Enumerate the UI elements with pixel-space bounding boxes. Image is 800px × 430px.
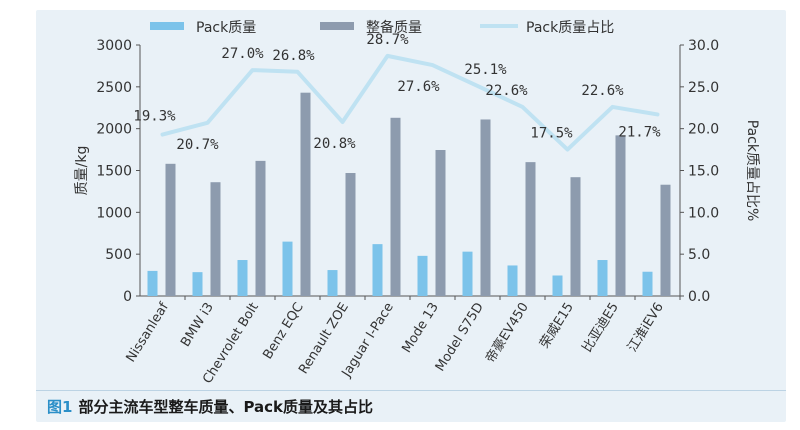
bar-pack-mass <box>147 270 158 296</box>
bar-vehicle-mass <box>435 150 446 296</box>
y2-tick-label: 30.0 <box>688 38 719 54</box>
x-tick-label: 荣威E15 <box>537 300 577 351</box>
bar-pack-mass <box>462 251 473 296</box>
y2-axis-title: Pack质量占比% <box>744 120 760 222</box>
y2-tick-label: 20.0 <box>688 122 719 138</box>
y2-tick-label: 25.0 <box>688 80 719 96</box>
y-tick-label: 3000 <box>96 38 132 54</box>
bar-pack-mass <box>552 275 563 296</box>
figure-label: 图1 <box>47 398 73 416</box>
bar-pack-mass <box>642 271 653 296</box>
bar-pack-mass <box>282 241 293 296</box>
ratio-data-label: 25.1% <box>464 62 507 78</box>
bar-pack-mass <box>192 272 203 296</box>
ratio-data-label: 27.0% <box>221 46 264 62</box>
figure-caption: 图1 部分主流车型整车质量、Pack质量及其占比 <box>47 396 373 417</box>
y-tick-label: 0 <box>123 289 132 305</box>
x-tick-label: Nissanleaf <box>124 300 173 365</box>
y2-tick-label: 15.0 <box>688 164 719 180</box>
bar-vehicle-mass <box>255 160 266 296</box>
y-axis-title: 质量/kg <box>74 146 90 196</box>
bar-vehicle-mass <box>210 182 221 296</box>
legend-swatch <box>320 22 354 30</box>
bar-pack-mass <box>597 260 608 296</box>
legend-label: Pack质量 <box>196 20 256 36</box>
ratio-data-label: 27.6% <box>397 79 440 95</box>
bar-vehicle-mass <box>165 163 176 296</box>
legend-label: Pack质量占比 <box>526 20 614 36</box>
ratio-data-label: 21.7% <box>618 124 661 140</box>
x-tick-label: 比亚迪E5 <box>580 300 622 355</box>
ratio-data-label: 17.5% <box>530 126 573 142</box>
x-tick-label: 江淮iEV6 <box>625 300 667 355</box>
ratio-data-label: 28.7% <box>366 32 409 48</box>
bar-pack-mass <box>372 244 383 296</box>
bar-vehicle-mass <box>345 173 356 296</box>
ratio-data-label: 22.6% <box>581 83 624 99</box>
y2-tick-label: 5.0 <box>688 247 710 263</box>
bar-vehicle-mass <box>525 162 536 296</box>
bar-vehicle-mass <box>570 177 581 296</box>
ratio-data-label: 22.6% <box>485 83 528 99</box>
bar-vehicle-mass <box>660 184 671 296</box>
x-tick-label: Mode 13 <box>399 300 441 356</box>
bar-vehicle-mass <box>480 119 491 296</box>
caption-text: 部分主流车型整车质量、Pack质量及其占比 <box>78 398 374 416</box>
legend-swatch <box>150 22 184 30</box>
ratio-data-label: 19.3% <box>133 109 176 125</box>
ratio-data-label: 20.7% <box>176 137 219 153</box>
x-tick-label: BMW i3 <box>178 300 217 350</box>
y-tick-label: 1500 <box>96 164 132 180</box>
y-tick-label: 2500 <box>96 80 132 96</box>
bar-pack-mass <box>237 260 248 296</box>
ratio-data-label: 20.8% <box>313 136 356 152</box>
bar-pack-mass <box>507 265 518 296</box>
y2-tick-label: 0.0 <box>688 289 710 305</box>
y-tick-label: 500 <box>105 247 132 263</box>
ratio-data-label: 26.8% <box>272 48 315 64</box>
x-tick-label: 帝豪EV450 <box>482 300 532 366</box>
line-pack-ratio <box>160 53 660 152</box>
x-tick-label: Model S75D <box>433 300 487 374</box>
bar-vehicle-mass <box>615 135 626 296</box>
y2-tick-label: 10.0 <box>688 205 719 221</box>
bar-vehicle-mass <box>300 92 311 296</box>
y-tick-label: 2000 <box>96 122 132 138</box>
bar-pack-mass <box>327 270 338 296</box>
caption-divider <box>36 390 786 391</box>
y-tick-label: 1000 <box>96 205 132 221</box>
bar-vehicle-mass <box>390 117 401 296</box>
legend-label: 整备质量 <box>366 19 422 36</box>
x-tick-label: Benz EQC <box>260 300 306 362</box>
bar-pack-mass <box>417 255 428 296</box>
